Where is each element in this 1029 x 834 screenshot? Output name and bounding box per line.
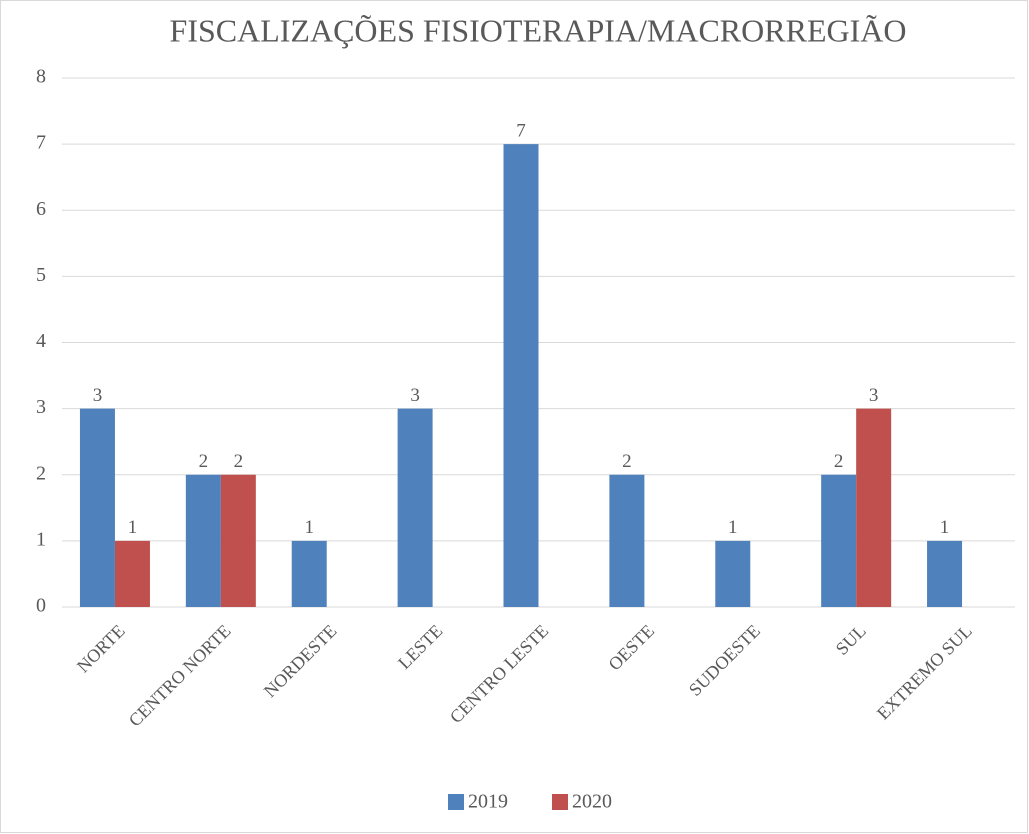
legend-label: 2020 [572, 791, 612, 813]
data-label: 2 [834, 451, 844, 472]
data-label: 2 [622, 451, 632, 472]
bar [503, 144, 539, 607]
chart-title: FISCALIZAÇÕES FISIOTERAPIA/MACRORREGIÃO [170, 12, 907, 48]
data-label: 1 [128, 517, 138, 538]
legend-swatch [552, 794, 568, 810]
y-tick-label: 5 [36, 264, 46, 286]
data-label: 3 [869, 385, 879, 406]
y-tick-label: 4 [36, 330, 46, 352]
bar [715, 540, 751, 607]
bar [114, 540, 150, 607]
y-tick-label: 6 [36, 198, 46, 220]
bar [220, 474, 256, 607]
y-tick-label: 1 [36, 528, 46, 550]
data-label: 1 [940, 517, 950, 538]
bar [821, 474, 857, 607]
y-tick-label: 2 [36, 462, 46, 484]
bar [856, 408, 892, 607]
y-tick-label: 3 [36, 396, 46, 418]
y-tick-label: 8 [36, 66, 46, 88]
y-tick-label: 0 [36, 595, 46, 617]
bar [609, 474, 645, 607]
legend-swatch [448, 794, 464, 810]
data-label: 3 [93, 385, 103, 406]
data-label: 1 [728, 517, 738, 538]
data-label: 7 [516, 120, 526, 141]
bar [397, 408, 433, 607]
bar [79, 408, 115, 607]
legend-label: 2019 [468, 791, 508, 813]
data-label: 2 [234, 451, 244, 472]
bar [927, 540, 963, 607]
data-label: 2 [199, 451, 209, 472]
data-label: 1 [304, 517, 314, 538]
bar [291, 540, 327, 607]
bar [185, 474, 221, 607]
y-tick-label: 7 [36, 132, 46, 154]
data-label: 3 [410, 385, 420, 406]
